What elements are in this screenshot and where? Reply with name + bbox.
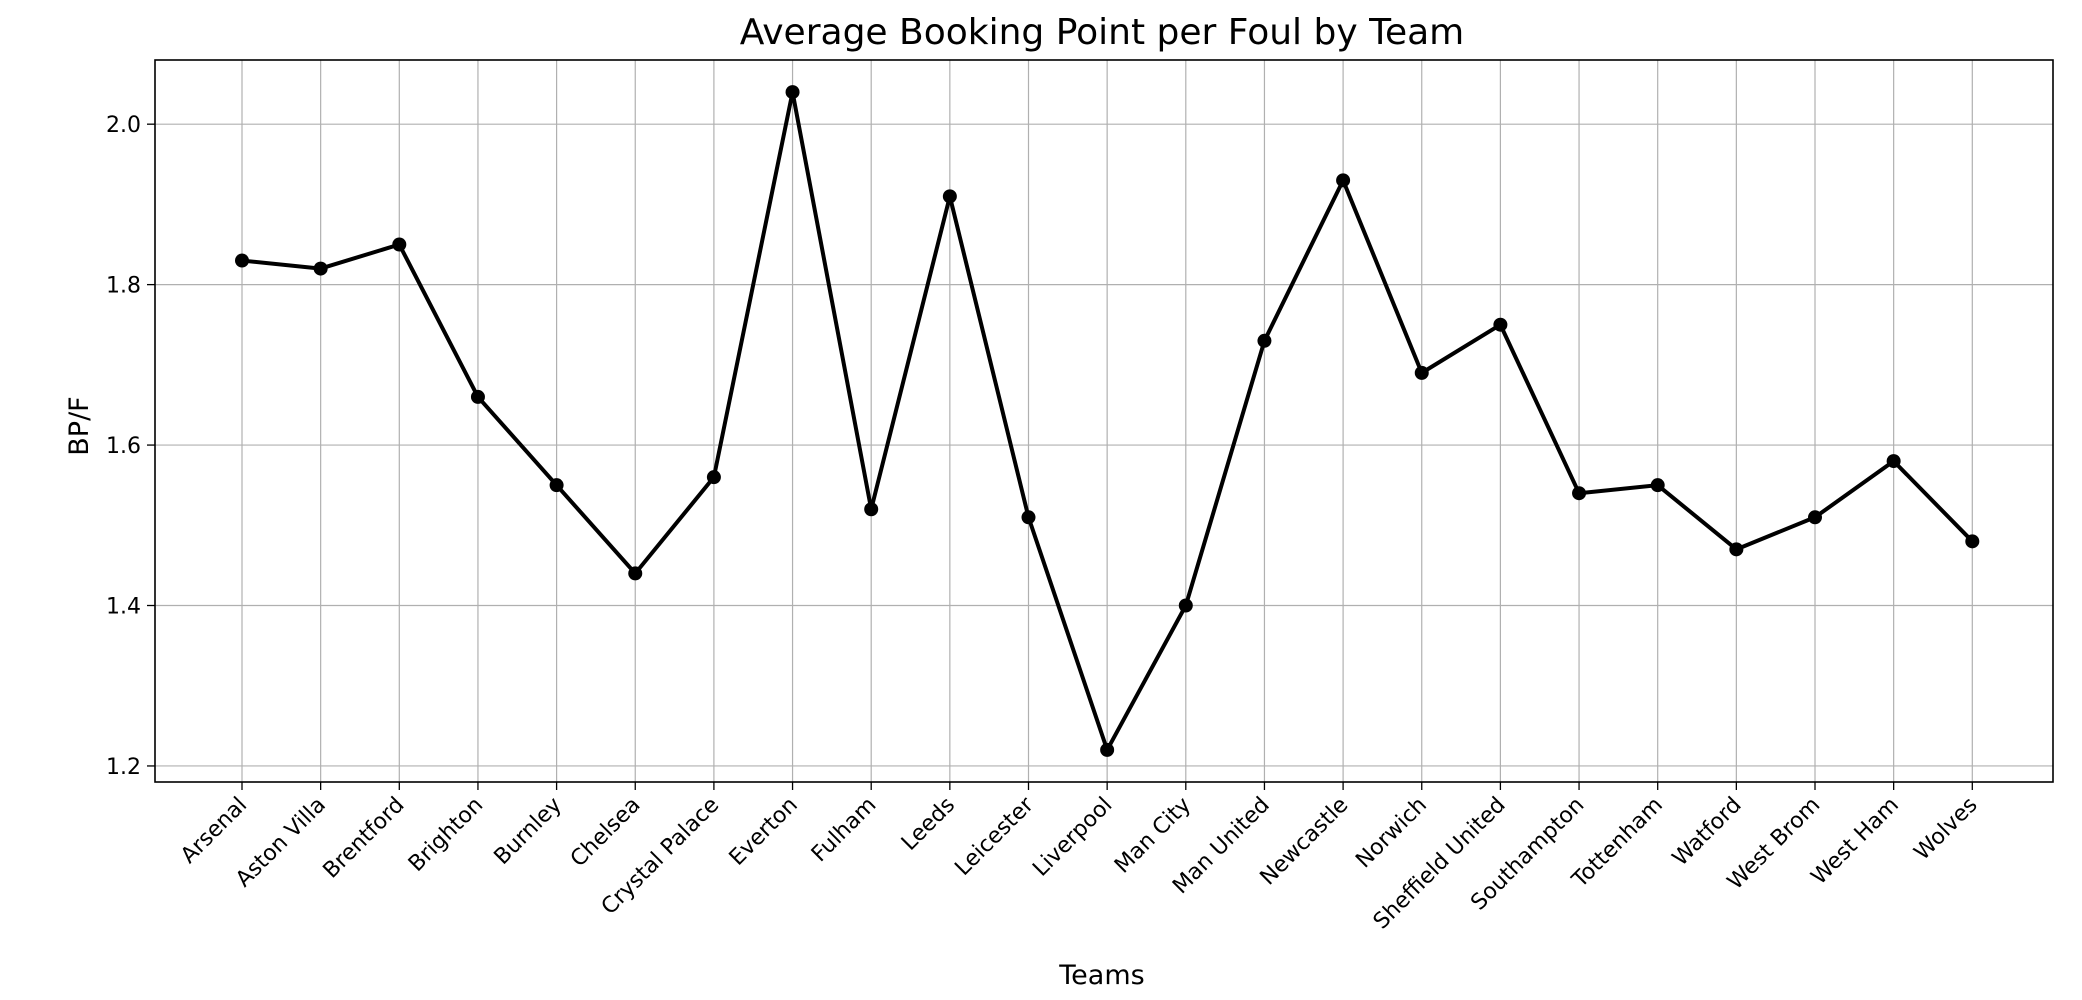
x-tick-label: Arsenal	[176, 793, 252, 869]
chart-title: Average Booking Point per Foul by Team	[740, 12, 1465, 53]
x-tick-label: Sheffield United	[1369, 793, 1511, 935]
data-point-marker	[1178, 598, 1193, 613]
data-point-marker	[470, 389, 485, 404]
y-tick-label: 2.0	[106, 113, 141, 138]
data-point-marker	[1100, 742, 1115, 757]
labels-layer: Average Booking Point per Foul by Team T…	[64, 12, 1464, 991]
data-point-marker	[1886, 454, 1901, 469]
grid-layer	[155, 60, 2053, 782]
y-tick-label: 1.8	[106, 274, 141, 299]
x-tick-label: Fulham	[807, 793, 882, 868]
data-point-marker	[392, 237, 407, 252]
data-point-marker	[942, 189, 957, 204]
x-tick-label: Liverpool	[1028, 793, 1117, 882]
x-tick-label: Wolves	[1910, 793, 1983, 866]
x-tick-label: Everton	[725, 793, 803, 871]
x-tick-label: Leeds	[897, 793, 960, 856]
x-tick-label: Burnley	[490, 793, 567, 870]
series-layer	[235, 85, 1980, 757]
x-tick-label: Leicester	[950, 792, 1039, 881]
data-point-marker	[628, 566, 643, 581]
data-point-marker	[1493, 317, 1508, 332]
x-axis-label: Teams	[1058, 960, 1144, 991]
data-point-marker	[549, 478, 564, 493]
data-point-marker	[785, 85, 800, 100]
y-tick-label: 1.2	[106, 755, 141, 780]
data-point-marker	[706, 470, 721, 485]
data-point-marker	[313, 261, 328, 276]
x-tick-label: Brighton	[404, 793, 488, 877]
data-point-marker	[864, 502, 879, 517]
data-point-marker	[1257, 333, 1272, 348]
x-tick-label: Watford	[1668, 793, 1747, 872]
data-point-marker	[1729, 542, 1744, 557]
y-tick-label: 1.4	[106, 595, 141, 620]
x-tick-label: Chelsea	[566, 793, 646, 873]
data-point-marker	[1021, 510, 1036, 525]
x-tick-label: Norwich	[1351, 793, 1432, 874]
data-point-marker	[1572, 486, 1587, 501]
data-point-marker	[1808, 510, 1822, 525]
x-tick-label: Brentford	[319, 793, 410, 884]
plot-area-frame	[154, 59, 2054, 783]
y-axis-label: BP/F	[64, 396, 95, 455]
data-point-marker	[1414, 365, 1429, 380]
data-point-marker	[1336, 173, 1351, 188]
data-point-marker	[1965, 534, 1980, 549]
data-point-marker	[235, 253, 249, 268]
data-point-marker	[1650, 478, 1665, 493]
y-tick-label: 1.6	[106, 434, 141, 459]
